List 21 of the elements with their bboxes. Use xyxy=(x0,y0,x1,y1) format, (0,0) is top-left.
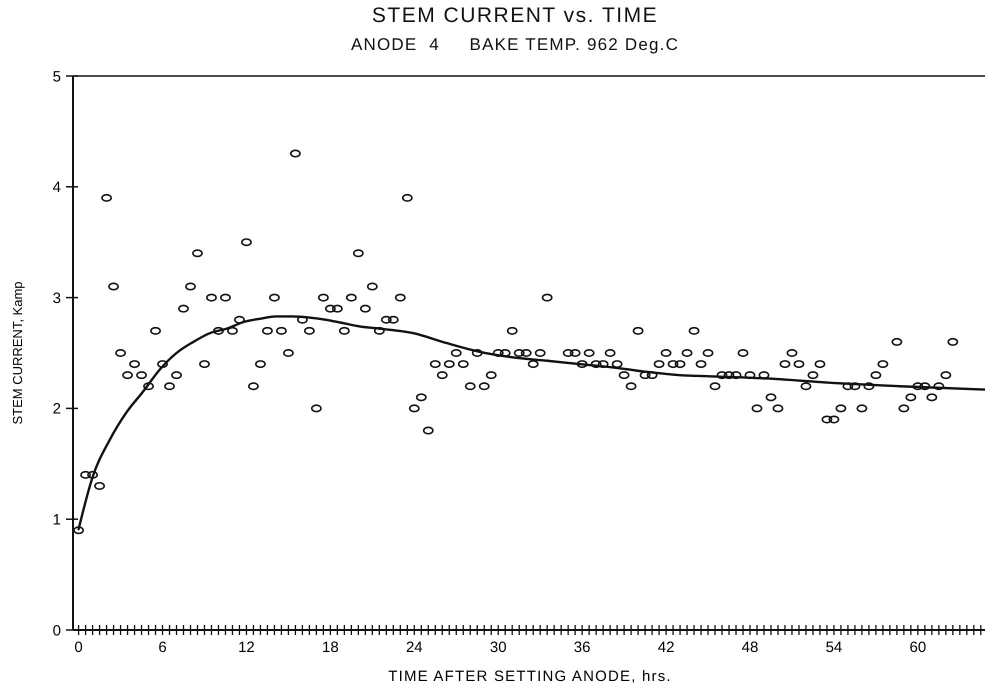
chart-subtitle: ANODE 4 BAKE TEMP. 962 Deg.C xyxy=(350,35,680,54)
x-tick-label: 42 xyxy=(658,639,674,656)
x-tick-label: 36 xyxy=(574,639,590,656)
chart-title: STEM CURRENT vs. TIME xyxy=(372,4,658,27)
x-tick-label: 24 xyxy=(406,639,423,656)
x-tick-label: 54 xyxy=(826,639,842,656)
x-tick-label: 48 xyxy=(742,639,758,656)
y-tick-label: 0 xyxy=(52,622,61,640)
y-tick-label: 4 xyxy=(52,179,61,196)
y-tick-label: 2 xyxy=(52,400,61,418)
x-tick-label: 18 xyxy=(322,639,339,656)
y-tick-label: 1 xyxy=(52,511,61,528)
y-axis-title: STEM CURRENT, Kamp xyxy=(10,281,25,425)
x-axis-title: TIME AFTER SETTING ANODE, hrs. xyxy=(388,668,672,685)
y-tick-label: 3 xyxy=(52,290,61,307)
x-tick-label: 0 xyxy=(74,639,83,656)
y-tick-label: 5 xyxy=(52,68,61,86)
x-tick-label: 6 xyxy=(158,639,167,656)
x-tick-label: 30 xyxy=(490,639,507,656)
x-tick-label: 60 xyxy=(910,639,926,656)
x-tick-label: 12 xyxy=(238,639,255,656)
